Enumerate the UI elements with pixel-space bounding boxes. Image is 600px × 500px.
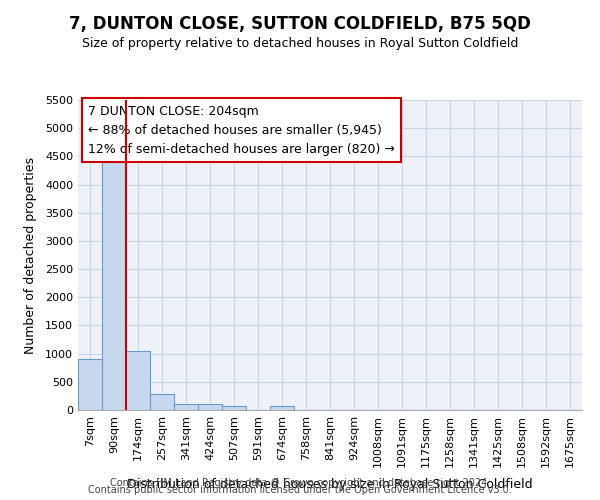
Text: 7, DUNTON CLOSE, SUTTON COLDFIELD, B75 5QD: 7, DUNTON CLOSE, SUTTON COLDFIELD, B75 5… (69, 15, 531, 33)
Bar (126, 351, 150, 410)
Y-axis label: Number of detached properties: Number of detached properties (23, 156, 37, 354)
Bar (102, 156, 126, 410)
Bar (270, 406, 294, 410)
Bar (222, 406, 246, 410)
X-axis label: Distribution of detached houses by size in Royal Sutton Coldfield: Distribution of detached houses by size … (127, 478, 533, 491)
Bar (150, 394, 174, 410)
Text: Contains HM Land Registry data © Crown copyright and database right 2024.: Contains HM Land Registry data © Crown c… (110, 478, 490, 488)
Bar (174, 404, 198, 410)
Bar (198, 404, 222, 410)
Text: Size of property relative to detached houses in Royal Sutton Coldfield: Size of property relative to detached ho… (82, 38, 518, 51)
Text: Contains public sector information licensed under the Open Government Licence v3: Contains public sector information licen… (88, 485, 512, 495)
Text: 7 DUNTON CLOSE: 204sqm
← 88% of detached houses are smaller (5,945)
12% of semi-: 7 DUNTON CLOSE: 204sqm ← 88% of detached… (88, 104, 395, 156)
Bar (78, 360, 102, 410)
